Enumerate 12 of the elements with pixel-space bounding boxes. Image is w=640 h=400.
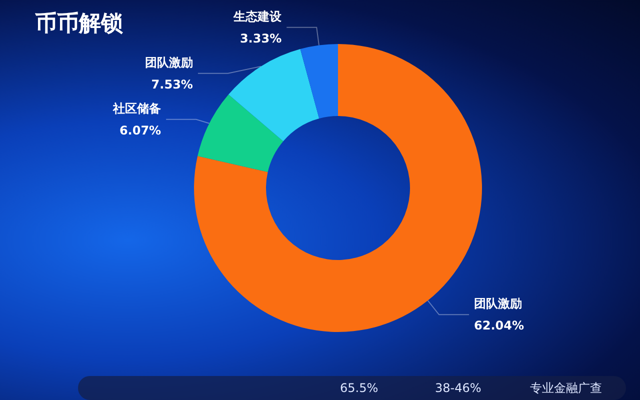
data-label: 7.53% [151,77,193,92]
text: 38-46% [435,381,482,395]
data-label: 3.33% [240,31,282,46]
data-label: 6.07% [119,123,162,138]
text: 专业金融广查 [530,381,602,395]
slice-label: 团队激励 [474,296,522,311]
slice-label: 团队激励 [144,55,193,70]
slice-label: 生态建设 [232,9,283,24]
text: 65.5% [340,381,378,395]
slice-label: 社区储备 [112,101,162,116]
chart-title: 币币解锁 [34,12,123,36]
data-label: 62.04% [474,318,524,333]
